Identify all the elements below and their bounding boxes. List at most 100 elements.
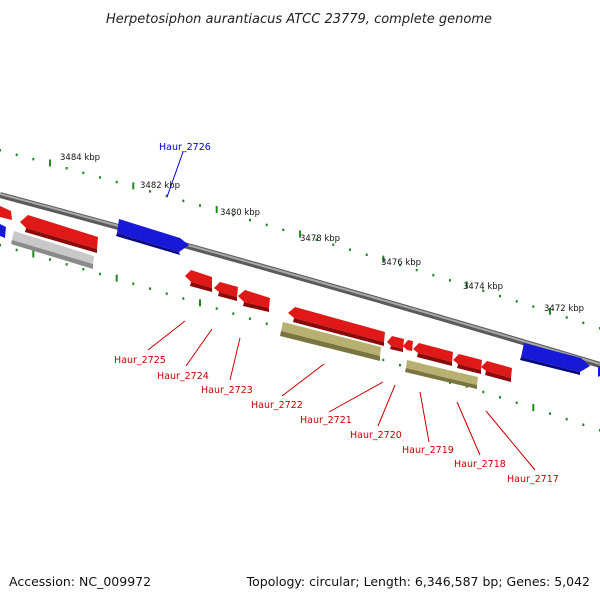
scale-label-3480: 3480 kbp <box>220 208 260 218</box>
minor-tick <box>182 199 185 203</box>
gene-left-large-reverse[interactable] <box>20 215 98 253</box>
minor-tick <box>482 390 485 394</box>
gene-labels: Haur_2726 Haur_2725 Haur_2724 Haur_2723 … <box>114 142 559 485</box>
gene-label-haur-2726[interactable]: Haur_2726 <box>159 142 211 153</box>
major-tick <box>115 274 118 282</box>
feature-rna-1[interactable] <box>405 360 448 382</box>
minor-tick <box>165 292 168 295</box>
minor-tick <box>0 244 1 247</box>
minor-tick <box>149 287 151 290</box>
gene-label-haur-2717[interactable]: Haur_2717 <box>507 474 559 485</box>
minor-tick <box>49 258 51 261</box>
genome-summary-text: Topology: circular; Length: 6,346,587 bp… <box>246 574 590 589</box>
gene-haur-2719-arrow[interactable] <box>413 343 453 366</box>
scale-label-3476: 3476 kbp <box>381 258 421 268</box>
minor-tick <box>482 289 485 293</box>
feature-rna-2[interactable] <box>447 370 478 389</box>
major-tick <box>465 281 468 289</box>
major-tick <box>215 206 218 214</box>
minor-tick <box>282 228 285 232</box>
gene-haur-2724-arrow[interactable] <box>214 282 238 301</box>
gene-haur-2717-arrow[interactable] <box>481 361 512 382</box>
minor-tick <box>232 213 235 217</box>
major-tick <box>532 404 535 411</box>
minor-tick <box>582 321 585 325</box>
gene-small-arrow[interactable] <box>403 340 413 351</box>
minor-tick <box>0 149 1 152</box>
feature-haur-2721[interactable] <box>280 322 381 361</box>
major-tick <box>299 230 301 238</box>
minor-tick <box>332 243 335 246</box>
gene-left-edge-forward[interactable] <box>0 224 6 238</box>
minor-tick <box>15 248 18 252</box>
minor-tick <box>499 294 501 298</box>
gene-label-haur-2725[interactable]: Haur_2725 <box>114 355 166 366</box>
minor-tick <box>432 273 435 277</box>
minor-tick <box>582 423 585 426</box>
major-tick <box>382 255 385 263</box>
gene-haur-2725-arrow[interactable] <box>185 270 212 292</box>
feature-left-pseudo[interactable] <box>11 231 94 269</box>
minor-tick <box>399 263 401 267</box>
minor-tick <box>399 364 401 367</box>
outer-tick-track <box>0 149 600 330</box>
map-title: Herpetosiphon aurantiacus ATCC 23779, co… <box>106 12 492 27</box>
gene-right-edge-arrow[interactable] <box>520 343 590 375</box>
minor-tick <box>165 194 168 198</box>
major-tick <box>549 307 551 315</box>
minor-tick <box>515 300 518 303</box>
gene-left-edge-reverse[interactable] <box>0 206 12 220</box>
feature-track <box>0 206 600 389</box>
gene-label-haur-2721[interactable]: Haur_2721 <box>300 415 352 426</box>
minor-tick <box>515 401 518 404</box>
minor-tick <box>65 263 68 266</box>
gene-label-haur-2718[interactable]: Haur_2718 <box>454 459 506 470</box>
minor-tick <box>249 317 251 320</box>
minor-tick <box>382 358 385 362</box>
minor-tick <box>15 153 18 156</box>
scale-label-3482: 3482 kbp <box>140 181 180 191</box>
minor-tick <box>149 190 151 193</box>
minor-tick <box>32 157 35 161</box>
minor-tick <box>365 253 368 256</box>
minor-tick <box>82 171 85 175</box>
gene-label-haur-2724[interactable]: Haur_2724 <box>157 371 209 382</box>
gene-label-haur-2722[interactable]: Haur_2722 <box>251 400 303 411</box>
major-tick <box>32 250 35 258</box>
minor-tick <box>115 180 118 184</box>
scale-label-3478: 3478 kbp <box>300 234 340 244</box>
minor-tick <box>199 204 201 207</box>
scale-labels: 3484 kbp 3482 kbp 3480 kbp 3478 kbp 3476… <box>60 153 584 314</box>
genome-backbone <box>0 192 600 368</box>
minor-tick <box>265 223 268 227</box>
minor-tick <box>349 248 351 251</box>
scale-label-3472: 3472 kbp <box>544 304 584 314</box>
accession-text: Accession: NC_009972 <box>9 574 151 589</box>
minor-tick <box>132 282 135 285</box>
scale-label-3474: 3474 kbp <box>463 282 503 292</box>
minor-tick <box>232 312 235 315</box>
minor-tick <box>415 268 418 272</box>
gene-haur-2722-arrow[interactable] <box>288 307 385 346</box>
minor-tick <box>82 267 85 271</box>
minor-tick <box>315 238 318 241</box>
minor-tick <box>532 305 535 308</box>
minor-tick <box>249 218 251 222</box>
minor-tick <box>265 322 268 325</box>
major-tick <box>49 159 51 167</box>
gene-haur-2723-arrow[interactable] <box>238 290 270 312</box>
major-tick <box>132 182 135 190</box>
minor-tick <box>499 396 501 399</box>
minor-tick <box>565 417 568 421</box>
gene-haur-2718-arrow[interactable] <box>453 354 482 374</box>
scale-label-3484: 3484 kbp <box>60 153 100 163</box>
gene-haur-2726-arrow[interactable] <box>116 219 189 255</box>
gene-haur-2720-arrow[interactable] <box>387 336 404 352</box>
gene-label-haur-2720[interactable]: Haur_2720 <box>350 430 402 441</box>
gene-label-haur-2719[interactable]: Haur_2719 <box>402 445 454 456</box>
minor-tick <box>182 297 185 300</box>
minor-tick <box>99 272 101 276</box>
gene-label-haur-2723[interactable]: Haur_2723 <box>201 385 253 396</box>
label-leaders <box>147 151 536 471</box>
